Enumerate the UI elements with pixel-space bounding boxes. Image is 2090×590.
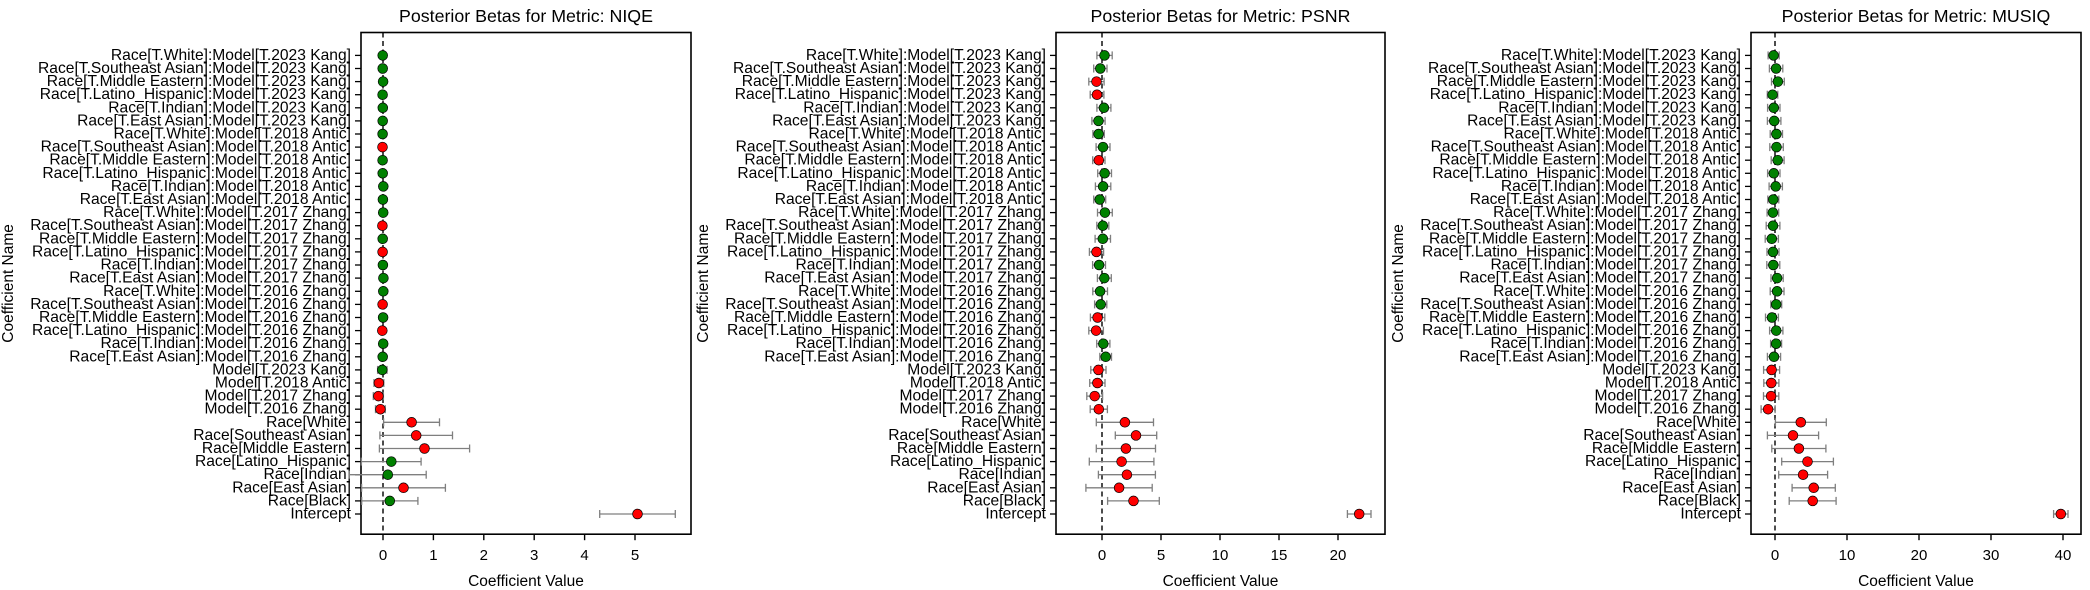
svg-text:20: 20 xyxy=(1911,547,1928,564)
svg-text:0: 0 xyxy=(1098,547,1106,564)
svg-text:4: 4 xyxy=(580,547,588,564)
svg-text:5: 5 xyxy=(1157,547,1165,564)
svg-text:Coefficient Value: Coefficient Value xyxy=(1858,573,1974,590)
svg-text:Coefficient Name: Coefficient Name xyxy=(0,224,17,343)
svg-text:30: 30 xyxy=(1983,547,2000,564)
svg-text:10: 10 xyxy=(1212,547,1229,564)
svg-text:Intercept: Intercept xyxy=(290,506,351,523)
svg-text:5: 5 xyxy=(631,547,639,564)
svg-text:15: 15 xyxy=(1271,547,1288,564)
svg-text:Posterior Betas for Metric: PS: Posterior Betas for Metric: PSNR xyxy=(1091,6,1351,26)
svg-text:Coefficient Value: Coefficient Value xyxy=(468,573,584,590)
svg-text:20: 20 xyxy=(1330,547,1347,564)
svg-text:Intercept: Intercept xyxy=(985,506,1046,523)
svg-text:Coefficient Name: Coefficient Name xyxy=(695,224,712,343)
svg-text:Intercept: Intercept xyxy=(1680,506,1741,523)
svg-text:0: 0 xyxy=(1771,547,1779,564)
svg-text:3: 3 xyxy=(530,547,538,564)
svg-text:Posterior Betas for Metric: MU: Posterior Betas for Metric: MUSIQ xyxy=(1782,6,2051,26)
svg-text:0: 0 xyxy=(379,547,387,564)
svg-text:Coefficient Name: Coefficient Name xyxy=(1390,224,1407,343)
svg-text:10: 10 xyxy=(1839,547,1856,564)
svg-text:Posterior Betas for Metric: NI: Posterior Betas for Metric: NIQE xyxy=(399,6,653,26)
svg-text:Coefficient Value: Coefficient Value xyxy=(1163,573,1279,590)
svg-text:40: 40 xyxy=(2055,547,2072,564)
svg-text:2: 2 xyxy=(480,547,488,564)
svg-text:1: 1 xyxy=(429,547,437,564)
